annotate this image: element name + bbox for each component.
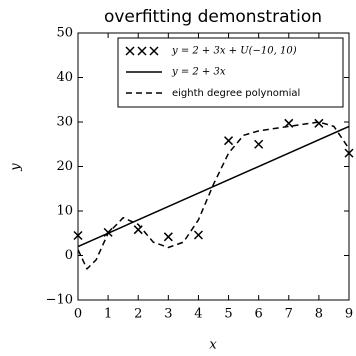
legend-label: y = 2 + 3x bbox=[171, 67, 226, 78]
x-tick-label: 2 bbox=[134, 307, 142, 322]
y-tick-label: 20 bbox=[56, 159, 73, 174]
x-tick-label: 4 bbox=[194, 307, 202, 322]
scatter-point bbox=[193, 230, 203, 240]
legend-marker bbox=[149, 46, 159, 56]
x-tick-label: 1 bbox=[104, 307, 112, 322]
y-tick-label: −10 bbox=[46, 293, 73, 308]
scatter-point bbox=[224, 136, 234, 146]
x-tick-label: 6 bbox=[255, 307, 263, 322]
plot-frame bbox=[77, 32, 350, 301]
scatter-point bbox=[284, 118, 294, 128]
x-axis-label: x bbox=[209, 338, 217, 353]
x-tick-label: 5 bbox=[224, 307, 232, 322]
y-tick-label: 50 bbox=[56, 26, 73, 41]
y-tick-label: 10 bbox=[56, 204, 73, 219]
x-tick-label: 7 bbox=[285, 307, 293, 322]
y-tick-label: 40 bbox=[56, 70, 73, 85]
y-tick-label: 30 bbox=[56, 115, 73, 130]
y-axis-label: y bbox=[9, 163, 24, 172]
x-tick-label: 3 bbox=[164, 307, 172, 322]
legend-label: y = 2 + 3x + U(−10, 10) bbox=[171, 46, 297, 57]
x-tick-label: 0 bbox=[74, 307, 82, 322]
series-line bbox=[77, 125, 350, 248]
x-tick-label: 9 bbox=[345, 307, 353, 322]
x-tick-label: 8 bbox=[315, 307, 323, 322]
y-tick-label: 0 bbox=[65, 248, 73, 263]
chart-title: overfitting demonstration bbox=[104, 7, 322, 27]
legend-marker bbox=[137, 46, 147, 56]
scatter-point bbox=[314, 118, 324, 128]
series-line bbox=[77, 121, 350, 270]
legend-label: eighth degree polynomial bbox=[172, 88, 300, 99]
scatter-point bbox=[163, 232, 173, 242]
scatter-point bbox=[254, 139, 264, 149]
legend-marker bbox=[125, 46, 135, 56]
